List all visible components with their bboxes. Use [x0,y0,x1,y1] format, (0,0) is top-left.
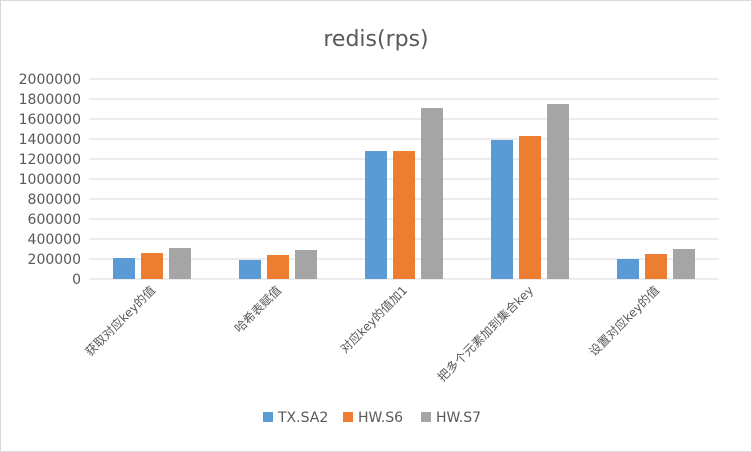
bar [169,248,191,279]
y-tick-label: 0 [72,272,81,288]
legend-swatch [263,412,273,422]
bar [547,104,569,279]
x-tick-label: 把多个元素加到集合key [434,283,536,385]
bar [393,151,415,279]
x-axis-ticks: 获取对应key的值 哈希表赋值 对应key的值加1 把多个元素加到集合key 设置对应k… [82,283,662,385]
bar [113,258,135,279]
bar [267,255,289,279]
legend-label: HW.S7 [436,410,481,426]
bar [295,250,317,279]
y-tick-label: 1200000 [19,152,81,168]
bar [421,108,443,279]
bar [365,151,387,279]
bar [141,253,163,279]
legend-label: TX.SA2 [277,410,328,426]
bar [645,254,667,279]
y-tick-label: 200000 [28,252,81,268]
chart-title: redis(rps) [323,27,428,52]
y-tick-label: 1600000 [19,112,81,128]
y-axis-ticks: 0 200000 400000 600000 800000 1000000 1200000 1… [19,72,81,288]
y-tick-label: 1000000 [19,172,81,188]
bar [519,136,541,279]
legend-label: HW.S6 [358,410,403,426]
y-tick-label: 400000 [28,232,81,248]
x-tick-label: 设置对应key的值 [586,283,662,359]
x-tick-label: 哈希表赋值 [231,283,284,336]
legend-swatch [421,412,431,422]
y-tick-label: 1400000 [19,132,81,148]
y-tick-label: 2000000 [19,72,81,88]
bar [617,259,639,279]
x-tick-label: 对应key的值加1 [337,283,410,356]
y-tick-label: 800000 [28,192,81,208]
y-tick-label: 600000 [28,212,81,228]
bars [113,104,695,279]
legend: TX.SA2 HW.S6 HW.S7 [263,410,481,426]
bar [673,249,695,279]
y-tick-label: 1800000 [19,92,81,108]
bar [491,140,513,279]
bar [239,260,261,279]
legend-swatch [343,412,353,422]
x-tick-label: 获取对应key的值 [82,283,158,359]
